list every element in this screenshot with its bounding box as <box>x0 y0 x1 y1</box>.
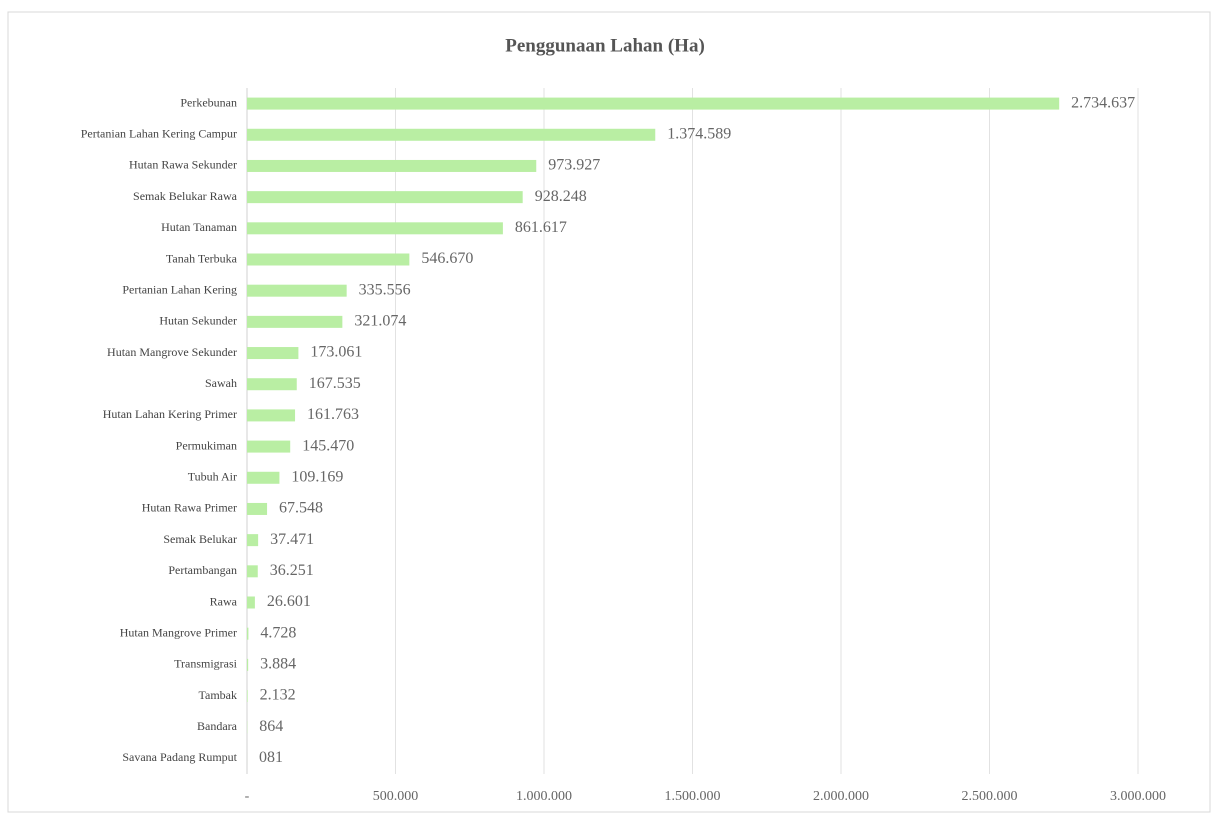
value-label: 973.927 <box>548 157 600 174</box>
y-tick-label: Semak Belukar <box>163 532 237 546</box>
bar <box>247 378 297 391</box>
y-tick-label: Tanah Terbuka <box>166 251 238 265</box>
x-tick-label: 1.500.000 <box>665 789 721 804</box>
value-label: 67.548 <box>279 500 323 517</box>
value-label: 2.132 <box>260 687 296 704</box>
y-tick-label: Tambak <box>199 688 237 702</box>
y-tick-label: Savana Padang Rumput <box>122 750 237 764</box>
bar <box>247 253 410 266</box>
x-tick-label: 2.500.000 <box>962 789 1018 804</box>
y-tick-label: Hutan Sekunder <box>159 314 237 328</box>
value-label: 109.169 <box>291 468 343 485</box>
value-label: 173.061 <box>310 344 362 361</box>
y-tick-label: Hutan Mangrove Sekunder <box>107 345 237 359</box>
y-tick-label: Hutan Rawa Sekunder <box>129 158 237 172</box>
bar <box>247 440 291 453</box>
bar <box>247 159 537 172</box>
value-label: 26.601 <box>267 593 311 610</box>
y-tick-label: Perkebunan <box>180 95 237 109</box>
y-tick-label: Pertanian Lahan Kering <box>122 282 237 296</box>
y-tick-label: Tubuh Air <box>188 470 237 484</box>
bar <box>247 534 259 547</box>
bar <box>247 347 299 360</box>
bar <box>247 128 656 141</box>
bar <box>247 97 1060 110</box>
value-label: 2.734.637 <box>1071 94 1135 111</box>
chart-title: Penggunaan Lahan (Ha) <box>505 35 705 56</box>
y-tick-label: Rawa <box>210 594 238 608</box>
y-tick-label: Hutan Lahan Kering Primer <box>103 407 237 421</box>
bar <box>247 565 258 578</box>
y-tick-label: Hutan Mangrove Primer <box>120 625 237 639</box>
value-label: 861.617 <box>515 219 567 236</box>
x-tick-label: 500.000 <box>373 789 419 804</box>
y-tick-label: Pertambangan <box>168 563 237 577</box>
value-label: 081 <box>259 749 283 766</box>
bar <box>247 596 255 609</box>
value-label: 3.884 <box>260 656 296 673</box>
x-tick-label: 2.000.000 <box>813 789 869 804</box>
bar <box>247 191 523 204</box>
value-label: 546.670 <box>421 250 473 267</box>
y-tick-label: Hutan Rawa Primer <box>142 501 237 515</box>
y-tick-label: Bandara <box>197 719 238 733</box>
y-tick-label: Permukiman <box>176 438 237 452</box>
value-label: 4.728 <box>260 624 296 641</box>
y-tick-label: Pertanian Lahan Kering Campur <box>81 127 237 141</box>
bar <box>247 409 296 422</box>
value-label: 36.251 <box>270 562 314 579</box>
chart-frame <box>7 11 1211 813</box>
bar <box>247 222 503 235</box>
value-label: 161.763 <box>307 406 359 423</box>
value-label: 335.556 <box>359 281 411 298</box>
value-label: 1.374.589 <box>667 125 731 142</box>
x-tick-label: - <box>245 789 250 804</box>
bar <box>247 284 347 297</box>
x-tick-label: 1.000.000 <box>516 789 572 804</box>
value-label: 928.248 <box>535 188 587 205</box>
value-label: 167.535 <box>309 375 361 392</box>
bar <box>247 658 249 671</box>
y-tick-label: Semak Belukar Rawa <box>133 189 238 203</box>
y-tick-label: Transmigrasi <box>174 657 238 671</box>
bar <box>247 471 280 484</box>
x-tick-label: 3.000.000 <box>1110 789 1166 804</box>
bar <box>247 315 343 328</box>
y-tick-label: Sawah <box>205 376 237 390</box>
bar <box>247 690 248 703</box>
value-label: 37.471 <box>270 531 314 548</box>
value-label: 321.074 <box>354 313 406 330</box>
bar <box>247 502 268 515</box>
bar <box>247 627 249 640</box>
value-label: 145.470 <box>302 437 354 454</box>
y-tick-label: Hutan Tanaman <box>161 220 237 234</box>
value-label: 864 <box>259 718 283 735</box>
